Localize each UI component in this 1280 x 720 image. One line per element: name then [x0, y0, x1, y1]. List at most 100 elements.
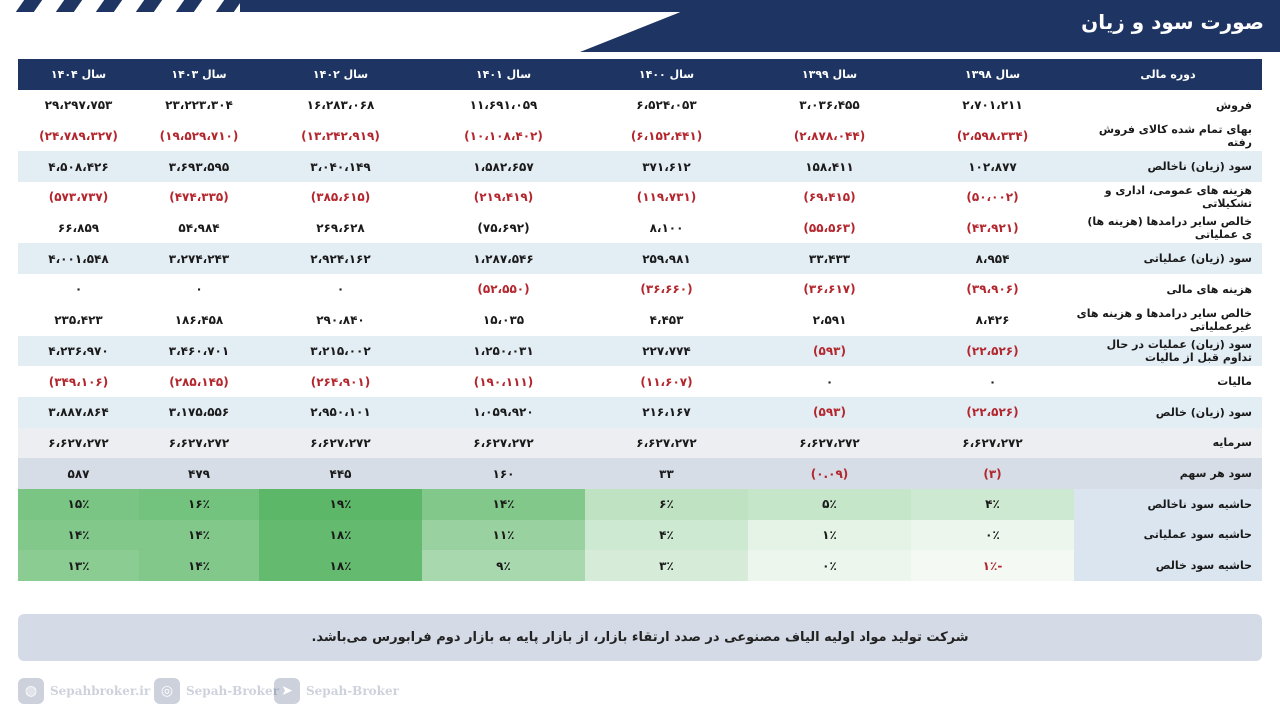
- row-label: سود (زیان) عملیاتی: [1074, 243, 1262, 275]
- table-cell: (۶۹،۴۱۵): [803, 190, 856, 205]
- margin-cell: ۱٪: [748, 519, 911, 551]
- table-cell: (۲۴،۷۸۹،۳۲۷): [39, 129, 118, 144]
- table-cell: ۰: [336, 282, 345, 297]
- table-cell: (۵۲،۵۵۰): [477, 282, 530, 297]
- margin-cell: ۱۴٪: [139, 550, 259, 581]
- row-label: هزینه های مالی: [1166, 282, 1252, 296]
- footer-telegram-text: Sepah-Broker: [306, 684, 399, 698]
- table-cell: ۱۶۰: [422, 458, 585, 489]
- row-label: مالیات: [1217, 375, 1252, 389]
- row-label: بهای تمام شده کالای فروش رفته: [1098, 123, 1252, 150]
- table-cell: ۶،۶۲۷،۲۷۲: [911, 427, 1074, 459]
- margin-cell: ۱۳٪: [18, 550, 139, 581]
- margin-cell: ۱۹٪: [259, 488, 422, 520]
- table-cell: ۴۴۵: [259, 458, 422, 489]
- margin-row: حاشیه سود خالص -۱٪ ۰٪ ۳٪ ۹٪ ۱۸٪ ۱۴٪ ۱۳٪: [18, 550, 1262, 581]
- footer-website[interactable]: ◍ Sepahbroker.ir: [18, 678, 150, 704]
- table-cell: ۲،۷۰۱،۲۱۱: [962, 98, 1023, 113]
- table-cell: ۱،۲۵۰،۰۳۱: [422, 335, 585, 367]
- table-cell: ۲،۹۲۴،۱۶۲: [259, 243, 422, 275]
- header-year: سال ۱۴۰۲: [259, 59, 422, 90]
- table-cell: ۶،۶۲۷،۲۷۲: [259, 427, 422, 459]
- margin-cell: ۱۴٪: [422, 488, 585, 520]
- row-label: سود (زیان) ناخالص: [1074, 151, 1262, 183]
- table-cell: (۴۷۴،۳۳۵): [169, 190, 229, 205]
- table-cell: (۱۹،۵۲۹،۷۱۰): [159, 129, 239, 144]
- table-cell: (۳): [911, 458, 1074, 489]
- table-cell: ۳،۲۷۴،۲۴۳: [139, 243, 259, 275]
- table-cell: ۶،۶۲۷،۲۷۲: [585, 427, 748, 459]
- table-cell: ۲،۹۵۰،۱۰۱: [259, 396, 422, 428]
- table-row: هزینه های عمومی، اداری و تشکیلاتی (۵۰،۰۰۲…: [18, 182, 1262, 213]
- margin-cell: ۰٪: [748, 550, 911, 581]
- table-cell: ۳۳: [585, 458, 748, 489]
- table-cell: (۲۸۵،۱۴۵): [169, 374, 229, 389]
- table-cell: ۶،۶۲۷،۲۷۲: [748, 427, 911, 459]
- title-band: [580, 0, 1280, 52]
- footer-instagram[interactable]: ◎ Sepah-Broker: [154, 678, 279, 704]
- table-row: فروش ۲،۷۰۱،۲۱۱ ۳،۰۳۶،۴۵۵ ۶،۵۲۴،۰۵۳ ۱۱،۶۹۱،۰۵…: [18, 90, 1262, 121]
- table-cell: ۶،۶۲۷،۲۷۲: [139, 427, 259, 459]
- header-year: سال ۱۴۰۰: [585, 59, 748, 90]
- table-cell: ۲۳۵،۴۲۳: [54, 313, 103, 328]
- row-label: سود (زیان) عملیات در حال تداوم قبل از ما…: [1074, 335, 1262, 367]
- table-row: خالص سایر درامدها و هزینه های غیرعملیاتی…: [18, 305, 1262, 336]
- table-cell: ۶۶،۸۵۹: [57, 221, 100, 236]
- margin-cell: ۱۵٪: [18, 488, 139, 520]
- footer-telegram[interactable]: ➤ Sepah-Broker: [274, 678, 399, 704]
- margin-cell: ۳٪: [585, 550, 748, 581]
- table-cell: (۰.۰۹): [748, 458, 911, 489]
- table-cell: ۲۱۶،۱۶۷: [585, 396, 748, 428]
- table-row: سرمایه ۶،۶۲۷،۲۷۲ ۶،۶۲۷،۲۷۲ ۶،۶۲۷،۲۷۲ ۶،۶۲۷،۲…: [18, 427, 1262, 459]
- table-cell: ۳۳،۴۳۳: [748, 243, 911, 275]
- table-cell: ۸،۱۰۰: [649, 221, 684, 236]
- footer-website-text: Sepahbroker.ir: [50, 684, 151, 698]
- table-row: سود (زیان) خالص (۲۲،۵۲۶) (۵۹۳) ۲۱۶،۱۶۷ ۱،۰۵۹…: [18, 396, 1262, 428]
- header-year: سال ۱۴۰۳: [139, 59, 259, 90]
- table-cell: ۱،۵۸۲،۶۵۷: [422, 151, 585, 183]
- table-cell: ۳،۸۸۷،۸۶۴: [18, 396, 139, 428]
- table-cell: ۰: [988, 374, 997, 389]
- table-cell: ۱،۰۵۹،۹۲۰: [422, 396, 585, 428]
- table-cell: (۱۱،۶۰۷): [640, 374, 693, 389]
- margin-cell: ۱۸٪: [259, 550, 422, 581]
- header-year: سال ۱۳۹۸: [911, 59, 1074, 90]
- margin-cell: ۵٪: [748, 488, 911, 520]
- telegram-icon: ➤: [274, 678, 300, 704]
- table-cell: ۸،۹۵۴: [911, 243, 1074, 275]
- margin-row: حاشیه سود عملیاتی ۰٪ ۱٪ ۴٪ ۱۱٪ ۱۸٪ ۱۴٪ ۱۴٪: [18, 519, 1262, 551]
- table-cell: (۲۲،۵۲۶): [911, 335, 1074, 367]
- table-cell: (۱۰،۱۰۸،۴۰۲): [464, 129, 543, 144]
- table-cell: ۱۰۲،۸۷۷: [911, 151, 1074, 183]
- row-label: خالص سایر درامدها و هزینه های غیرعملیاتی: [1076, 307, 1252, 334]
- table-cell: ۲۹۰،۸۴۰: [316, 313, 365, 328]
- header-year: سال ۱۴۰۴: [18, 59, 139, 90]
- company-note: شرکت تولید مواد اولیه الیاف مصنوعی در صد…: [18, 614, 1262, 661]
- income-statement-table: دوره مالی سال ۱۳۹۸ سال ۱۳۹۹ سال ۱۴۰۰ سال ۱۴۰…: [18, 59, 1262, 581]
- row-label: حاشیه سود عملیاتی: [1074, 519, 1262, 551]
- top-stripes: [0, 0, 243, 12]
- table-cell: ۰: [195, 282, 203, 297]
- table-cell: (۲۲،۵۲۶): [911, 396, 1074, 428]
- table-cell: ۱۱،۶۹۱،۰۵۹: [469, 98, 538, 113]
- table-cell: ۶،۵۲۴،۰۵۳: [636, 98, 697, 113]
- table-cell: (۵۰،۰۰۲): [966, 190, 1019, 205]
- table-cell: (۱۱۹،۷۳۱): [636, 190, 697, 205]
- table-cell: ۱۵۸،۴۱۱: [748, 151, 911, 183]
- table-cell: (۳۴۹،۱۰۶): [48, 374, 109, 389]
- table-cell: (۷۵،۶۹۲): [477, 221, 530, 236]
- table-cell: ۱۸۶،۴۵۸: [174, 313, 224, 328]
- table-cell: ۵۴،۹۸۴: [178, 221, 220, 236]
- table-cell: ۳،۱۷۵،۵۵۶: [139, 396, 259, 428]
- row-label: خالص سایر درامدها (هزینه ها) ی عملیاتی: [1087, 215, 1252, 242]
- margin-cell: ۱۱٪: [422, 519, 585, 551]
- table-row: سود هر سهم (۳) (۰.۰۹) ۳۳ ۱۶۰ ۴۴۵ ۴۷۹ ۵۸۷: [18, 458, 1262, 489]
- table-cell: ۴،۲۳۶،۹۷۰: [18, 335, 139, 367]
- table-cell: ۴،۰۰۱،۵۴۸: [18, 243, 139, 275]
- table-cell: ۰: [825, 374, 834, 389]
- table-cell: ۸،۴۲۶: [975, 313, 1010, 328]
- margin-cell: ۴٪: [911, 488, 1074, 520]
- table-header-row: دوره مالی سال ۱۳۹۸ سال ۱۳۹۹ سال ۱۴۰۰ سال ۱۴۰…: [18, 59, 1262, 90]
- table-cell: ۱۵،۰۳۵: [482, 313, 525, 328]
- table-row: هزینه های مالی (۳۹،۹۰۶) (۳۶،۶۱۷) (۳۶،۶۶۰) (۵…: [18, 274, 1262, 305]
